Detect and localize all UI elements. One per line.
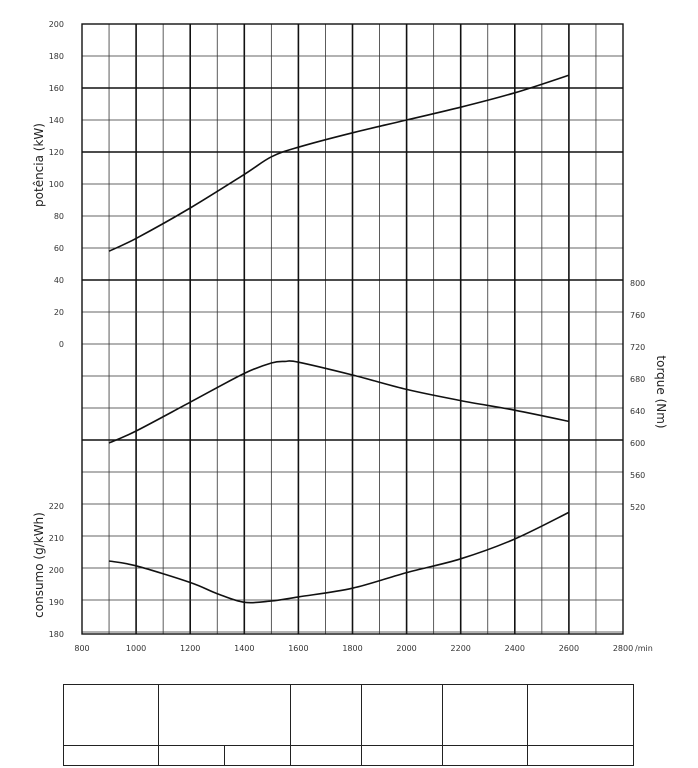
power-curve	[108, 74, 570, 252]
power-tick-label: 200	[49, 20, 64, 29]
table-cell	[158, 684, 291, 746]
power-tick-label: 20	[54, 308, 64, 317]
consumption-tick-label: 210	[49, 534, 64, 543]
x-tick-label: 1000	[126, 644, 146, 653]
chart-grid	[81, 23, 624, 635]
consumption-tick-label: 180	[49, 630, 64, 639]
x-tick-label: 1200	[180, 644, 200, 653]
torque-tick-label: 600	[630, 439, 645, 448]
power-tick-label: 140	[49, 116, 64, 125]
x-tick-label: 2400	[505, 644, 525, 653]
consumption-tick-label: 190	[49, 598, 64, 607]
power-tick-label: 100	[49, 180, 64, 189]
power-tick-label: 80	[54, 212, 64, 221]
torque-tick-label: 640	[630, 407, 645, 416]
power-tick-label: 0	[59, 340, 64, 349]
torque-tick-label: 560	[630, 471, 645, 480]
x-tick-label: 2600	[559, 644, 579, 653]
x-unit-label: /min	[635, 644, 653, 653]
consumption-tick-label: 200	[49, 566, 64, 575]
table-cell	[361, 745, 443, 766]
table-cell	[63, 745, 159, 766]
table-cell	[527, 745, 634, 766]
torque-curve	[108, 360, 570, 444]
plot-frame	[81, 23, 624, 635]
x-tick-label: 2200	[451, 644, 471, 653]
data-table	[63, 684, 634, 766]
table-cell	[290, 745, 362, 766]
table-cell	[527, 684, 634, 746]
torque-tick-label: 680	[630, 375, 645, 384]
power-tick-label: 40	[54, 276, 64, 285]
table-cell	[361, 684, 443, 746]
table-cell	[63, 684, 159, 746]
power-tick-label: 60	[54, 244, 64, 253]
x-tick-label: 800	[74, 644, 89, 653]
torque-tick-label: 800	[630, 279, 645, 288]
table-cell	[290, 684, 362, 746]
torque-axis-title: torque (Nm)	[654, 355, 668, 428]
tick-labels: 2001801601401201008060402008007607206806…	[49, 20, 646, 653]
table-cell	[442, 745, 528, 766]
power-tick-label: 160	[49, 84, 64, 93]
curves	[108, 74, 570, 604]
consumption-curve	[108, 511, 570, 604]
x-tick-label: 1400	[234, 644, 254, 653]
table-cell	[158, 745, 225, 766]
torque-tick-label: 760	[630, 311, 645, 320]
torque-tick-label: 720	[630, 343, 645, 352]
consumption-tick-label: 220	[49, 502, 64, 511]
x-tick-label: 1800	[342, 644, 362, 653]
power-axis-title: potência (kW)	[32, 123, 46, 207]
x-tick-label: 2000	[396, 644, 416, 653]
table-row	[63, 684, 634, 746]
engine-performance-chart: 2001801601401201008060402008007607206806…	[32, 20, 668, 653]
x-tick-label: 1600	[288, 644, 308, 653]
power-tick-label: 120	[49, 148, 64, 157]
table-cell	[224, 745, 291, 766]
torque-tick-label: 520	[630, 503, 645, 512]
consumption-axis-title: consumo (g/kWh)	[32, 512, 46, 618]
x-tick-label: 2800	[613, 644, 633, 653]
table-row	[63, 745, 634, 766]
table-cell	[442, 684, 528, 746]
power-tick-label: 180	[49, 52, 64, 61]
